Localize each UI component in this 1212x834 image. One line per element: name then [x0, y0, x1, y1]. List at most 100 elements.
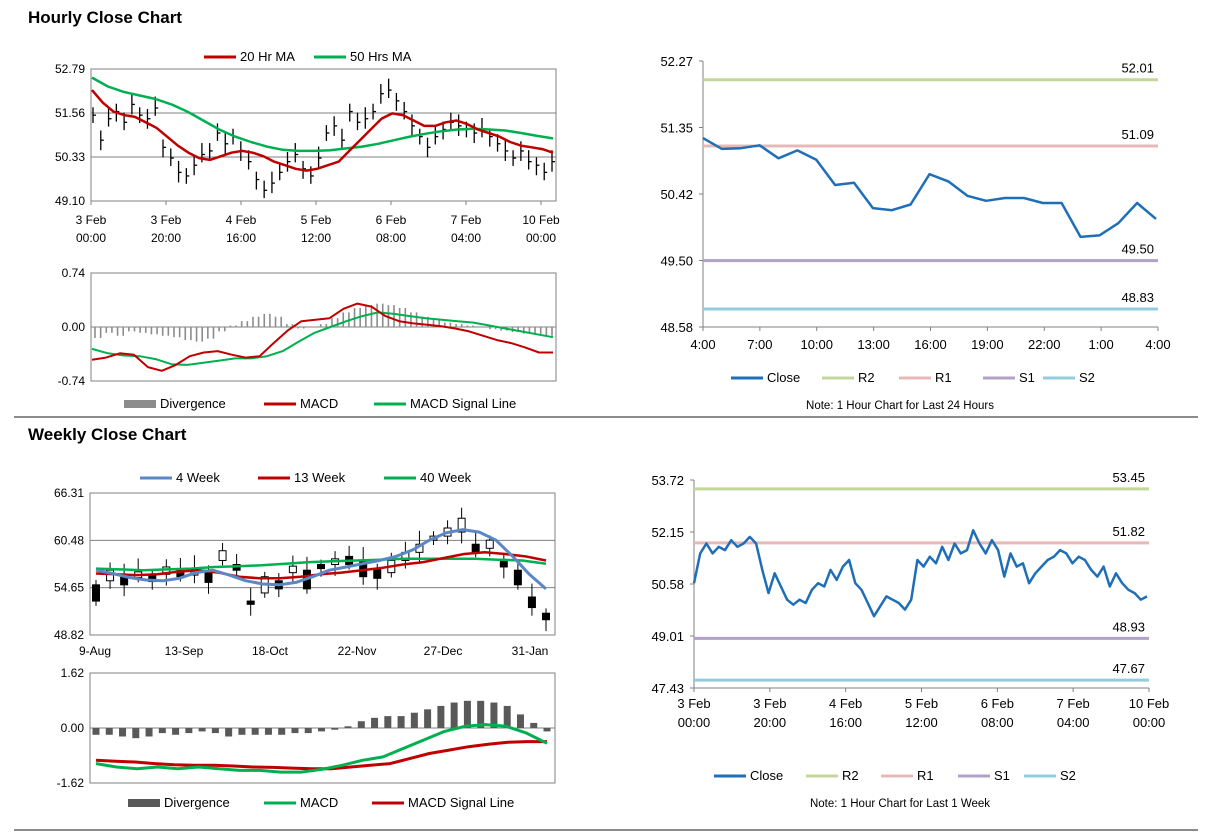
weekly-levels-r1-label: 51.82 — [1112, 524, 1145, 539]
hourly-levels-ytick: 50.42 — [660, 187, 693, 202]
weekly-legend-signal-label: MACD Signal Line — [408, 795, 514, 810]
weekly-levels-xtick: 3 Feb — [677, 696, 710, 711]
weekly-divergence-bar — [318, 728, 325, 732]
weekly-divergence-bar — [490, 702, 498, 728]
hourly-levels-s2-label: 48.83 — [1121, 290, 1154, 305]
weekly-levels-xtick: 20:00 — [754, 715, 787, 730]
weekly-divergence-bar — [145, 728, 153, 737]
hourly-price-xtick: 20:00 — [151, 231, 181, 245]
weekly-candle-body — [542, 612, 550, 621]
hourly-levels-ytick: 48.58 — [660, 320, 693, 335]
weekly-divergence-bar — [132, 728, 140, 739]
weekly-levels-xtick: 5 Feb — [905, 696, 938, 711]
hourly-levels-close-line — [702, 137, 1157, 239]
hourly-levels-xtick: 1:00 — [1088, 337, 1113, 352]
weekly-macd-ytick: -1.62 — [57, 776, 85, 790]
weekly-legend-40w-label: 40 Week — [420, 470, 472, 485]
weekly-levels-legend-r2-label: R2 — [842, 768, 859, 783]
weekly-4w-line — [95, 528, 547, 591]
weekly-candle-body — [513, 569, 522, 586]
weekly-divergence-bar — [450, 702, 458, 728]
hourly-legend-divergence-label: Divergence — [160, 396, 226, 411]
weekly-price-xtick: 31-Jan — [512, 644, 549, 658]
hourly-levels-r2-label: 52.01 — [1121, 61, 1154, 76]
weekly-divergence-bar — [278, 728, 286, 735]
hourly-legend-ma50-label: 50 Hrs MA — [350, 49, 412, 64]
hourly-price-ytick: 49.10 — [55, 194, 85, 208]
hourly-levels-legend-s1-label: S1 — [1019, 370, 1035, 385]
weekly-candle-body — [373, 568, 382, 579]
weekly-macd-ytick: 1.62 — [61, 666, 85, 680]
weekly-section-title: Weekly Close Chart — [28, 425, 187, 444]
hourly-levels-xtick: 19:00 — [971, 337, 1004, 352]
hourly-price-ytick: 50.33 — [55, 150, 85, 164]
weekly-divergence-bar — [384, 716, 392, 728]
hourly-legend-ma20-label: 20 Hr MA — [240, 49, 295, 64]
hourly-levels-ytick: 52.27 — [660, 54, 693, 69]
hourly-macd-signal-line — [91, 311, 554, 366]
weekly-candle-body — [246, 600, 255, 605]
weekly-macd-line — [95, 723, 548, 774]
bottom-divider — [14, 829, 1198, 831]
weekly-divergence-bar — [225, 728, 233, 737]
hourly-price-xtick: 5 Feb — [301, 213, 332, 227]
weekly-price-ytick: 48.82 — [54, 628, 84, 642]
hourly-price-xtick: 16:00 — [226, 231, 256, 245]
weekly-price-xtick: 13-Sep — [165, 644, 204, 658]
weekly-candle-body — [317, 564, 325, 570]
hourly-ma50-line — [91, 76, 554, 153]
hourly-levels-s1-label: 49.50 — [1121, 242, 1154, 257]
weekly-40w-line — [95, 557, 547, 572]
weekly-levels-ytick: 50.58 — [651, 577, 684, 592]
weekly-levels-ytick: 49.01 — [651, 629, 684, 644]
hourly-levels-xtick: 10:00 — [800, 337, 833, 352]
weekly-levels-xtick: 16:00 — [829, 715, 862, 730]
weekly-divergence-bar — [397, 716, 405, 728]
weekly-divergence-bar — [530, 722, 538, 728]
weekly-macd-signal-line — [95, 740, 547, 771]
weekly-levels-note: Note: 1 Hour Chart for Last 1 Week — [810, 798, 990, 810]
weekly-divergence-bar — [264, 728, 272, 735]
hourly-levels-xtick: 22:00 — [1028, 337, 1061, 352]
hourly-price-ytick: 52.79 — [55, 62, 85, 76]
weekly-divergence-bar — [543, 728, 551, 732]
hourly-levels-xtick: 16:00 — [914, 337, 947, 352]
hourly-price-xtick: 12:00 — [301, 231, 331, 245]
weekly-price-xtick: 18-Oct — [252, 644, 289, 658]
hourly-levels-legend-close-label: Close — [767, 370, 800, 385]
weekly-levels-xtick: 12:00 — [905, 715, 938, 730]
hourly-macd-ytick: 0.00 — [62, 320, 86, 334]
hourly-price-xtick: 04:00 — [451, 231, 481, 245]
hourly-section-title: Hourly Close Chart — [28, 8, 182, 27]
weekly-levels-xtick: 00:00 — [678, 715, 711, 730]
hourly-legend-divergence-swatch — [124, 400, 156, 408]
weekly-divergence-bar — [185, 728, 193, 734]
weekly-candle-body — [288, 565, 297, 574]
hourly-levels-legend-r2-label: R2 — [858, 370, 875, 385]
hourly-price-xtick: 6 Feb — [376, 213, 407, 227]
weekly-divergence-bar — [211, 728, 219, 734]
weekly-legend-macd-label: MACD — [300, 795, 338, 810]
weekly-divergence-bar — [304, 728, 312, 734]
hourly-levels-legend-s2-label: S2 — [1079, 370, 1095, 385]
weekly-candle-body — [92, 584, 100, 602]
hourly-price-xtick: 7 Feb — [451, 213, 482, 227]
weekly-divergence-bar — [424, 709, 432, 728]
hourly-ma20-line — [91, 89, 554, 172]
hourly-levels-ytick: 49.50 — [660, 254, 693, 269]
weekly-levels-xtick: 7 Feb — [1057, 696, 1090, 711]
weekly-levels-legend-r1-label: R1 — [917, 768, 934, 783]
hourly-price-xtick: 10 Feb — [522, 213, 560, 227]
weekly-levels-xtick: 3 Feb — [753, 696, 786, 711]
weekly-divergence-bar — [344, 726, 352, 728]
weekly-levels-xtick: 10 Feb — [1129, 696, 1169, 711]
weekly-price-ytick: 60.48 — [54, 533, 84, 547]
weekly-divergence-bar — [198, 728, 206, 732]
weekly-levels-ytick: 52.15 — [651, 525, 684, 540]
weekly-candle-body — [218, 550, 227, 561]
weekly-macd-ytick: 0.00 — [61, 721, 85, 735]
hourly-price-ytick: 51.56 — [55, 106, 85, 120]
weekly-candle-body — [527, 596, 536, 609]
weekly-divergence-bar — [291, 728, 299, 734]
